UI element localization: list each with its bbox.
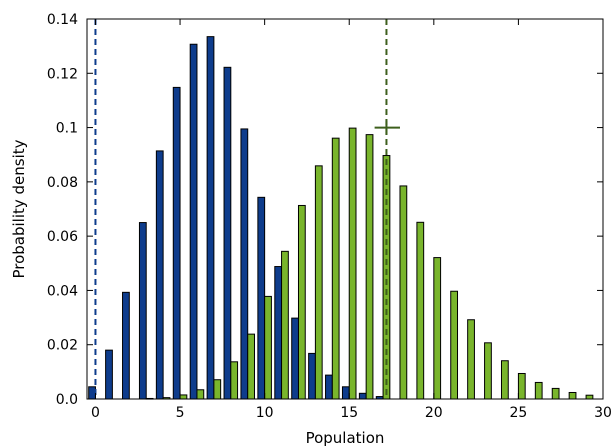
bar-series-2-x-20 <box>433 257 442 400</box>
bar-series-2-x-27 <box>551 387 560 400</box>
bar-series-1-x-1 <box>105 349 113 400</box>
x-tick-label: 30 <box>594 405 612 421</box>
bar-series-2-x-5 <box>179 394 188 400</box>
bar-series-2-x-6 <box>196 389 205 400</box>
bar-series-1-x-7 <box>206 36 215 400</box>
bar-series-1-x-16 <box>358 392 367 400</box>
bar-series-1-x-11 <box>274 266 283 400</box>
bars-layer <box>88 36 594 400</box>
bar-series-2-x-28 <box>568 391 577 400</box>
bar-series-2-x-26 <box>534 381 543 400</box>
x-tick-label: 20 <box>425 405 443 421</box>
bar-series-2-x-13 <box>314 165 323 400</box>
bar-series-1-x-2 <box>122 291 130 400</box>
bar-series-2-x-24 <box>500 360 509 400</box>
bar-series-2-x-10 <box>264 295 272 400</box>
x-tick-label: 10 <box>256 405 274 421</box>
bar-series-2-x-16 <box>365 134 374 400</box>
bar-series-2-x-9 <box>247 333 255 400</box>
y-tick-label: 0.02 <box>47 338 78 354</box>
y-tick-label: 0.1 <box>56 121 78 137</box>
y-tick-label: 0.0 <box>56 392 78 408</box>
bar-series-2-x-7 <box>213 379 222 400</box>
bar-series-2-x-29 <box>585 394 594 400</box>
y-tick-label: 0.06 <box>47 229 78 245</box>
bar-series-1-x-8 <box>223 66 232 400</box>
bar-series-1-x-4 <box>155 150 164 400</box>
x-tick-label: 25 <box>509 405 527 421</box>
bar-series-1-x-9 <box>240 128 249 400</box>
ticks-layer: 0 5 10 15 20 25 30 0.0 0.02 0.04 0.06 0.08 0.1 0.12 0.… <box>47 12 612 421</box>
x-tick-label: 0 <box>91 405 100 421</box>
bar-series-2-x-8 <box>230 361 239 400</box>
reference-lines-layer <box>94 19 400 399</box>
bar-series-2-x-12 <box>297 204 306 400</box>
x-tick-label: 5 <box>176 405 185 421</box>
bar-series-1-x-0 <box>88 386 96 400</box>
bar-series-2-x-15 <box>348 127 357 400</box>
y-tick-label: 0.12 <box>47 66 78 82</box>
bar-series-1-x-10 <box>257 196 266 400</box>
bar-series-1-x-12 <box>291 317 299 400</box>
y-tick-label: 0.04 <box>47 283 78 299</box>
bar-series-1-x-5 <box>172 86 181 400</box>
y-tick-label: 0.14 <box>47 12 78 28</box>
bar-series-1-x-6 <box>189 43 198 400</box>
bar-series-1-x-14 <box>325 374 333 400</box>
bar-series-2-x-21 <box>450 290 459 400</box>
bar-series-1-x-3 <box>138 222 147 400</box>
bar-series-2-x-22 <box>467 319 475 400</box>
bar-series-2-x-25 <box>517 372 526 400</box>
bar-series-2-x-19 <box>416 221 425 400</box>
x-axis-label: Population <box>306 429 385 447</box>
bar-series-2-x-14 <box>331 137 340 400</box>
bar-series-2-x-23 <box>484 342 492 400</box>
bar-series-2-x-11 <box>281 250 289 400</box>
bar-series-1-x-13 <box>308 352 316 400</box>
x-tick-label: 15 <box>340 405 358 421</box>
plot-frame <box>86 18 604 400</box>
bar-series-2-x-18 <box>399 185 408 400</box>
y-tick-label: 0.08 <box>47 175 78 191</box>
bar-series-1-x-15 <box>341 386 350 400</box>
y-axis-label: Probability density <box>10 139 28 278</box>
